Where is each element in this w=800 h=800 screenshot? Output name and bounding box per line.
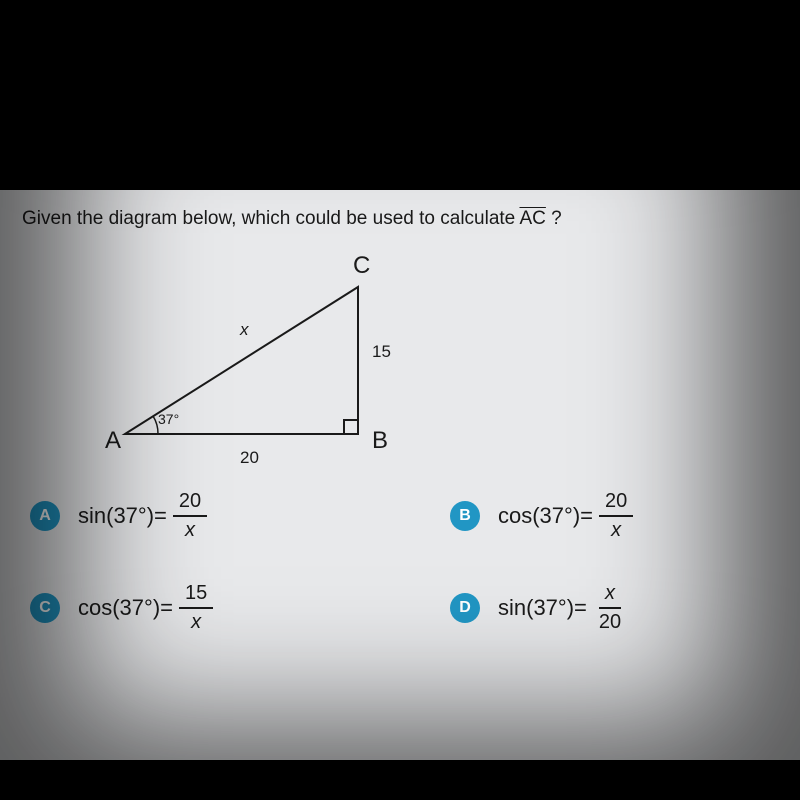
fraction-b: 20 x: [599, 490, 633, 542]
option-d[interactable]: D sin(37°)= x 20: [450, 582, 770, 634]
question-segment: AC: [519, 208, 545, 229]
answer-row-1: A sin(37°)= 20 x B cos(37°)= 20: [30, 490, 770, 542]
numerator-b: 20: [599, 490, 633, 517]
triangle-diagram: A B C x 15 20 37°: [110, 252, 430, 452]
side-opposite-label: 15: [372, 342, 391, 362]
fraction-a: 20 x: [173, 490, 207, 542]
question-suffix: ?: [551, 208, 562, 229]
func-b: cos(37°)=: [498, 503, 593, 529]
option-b[interactable]: B cos(37°)= 20 x: [450, 490, 770, 542]
numerator-a: 20: [173, 490, 207, 517]
vertex-c: C: [353, 252, 370, 280]
answer-row-2: C cos(37°)= 15 x D sin(37°)= x: [30, 582, 770, 634]
fraction-c: 15 x: [179, 582, 213, 634]
right-angle-box: [344, 420, 358, 434]
content-area: Given the diagram below, which could be …: [0, 190, 800, 760]
vertex-a: A: [105, 427, 121, 455]
option-c[interactable]: C cos(37°)= 15 x: [30, 582, 350, 634]
option-a[interactable]: A sin(37°)= 20 x: [30, 490, 350, 542]
denominator-c: x: [185, 609, 207, 634]
question-prefix: Given the diagram below, which could be …: [22, 208, 519, 229]
fraction-d: x 20: [593, 582, 627, 634]
func-d: sin(37°)=: [498, 595, 587, 621]
side-adjacent-label: 20: [240, 448, 259, 468]
side-hypotenuse-label: x: [240, 320, 249, 340]
badge-c: C: [30, 593, 60, 623]
answers-container: A sin(37°)= 20 x B cos(37°)= 20: [30, 490, 770, 674]
badge-a: A: [30, 501, 60, 531]
vertex-b: B: [372, 427, 388, 455]
numerator-c: 15: [179, 582, 213, 609]
formula-d: sin(37°)= x 20: [498, 582, 627, 634]
denominator-d: 20: [593, 609, 627, 634]
formula-b: cos(37°)= 20 x: [498, 490, 633, 542]
outer-frame: Given the diagram below, which could be …: [0, 0, 800, 800]
numerator-d: x: [599, 582, 621, 609]
formula-a: sin(37°)= 20 x: [78, 490, 207, 542]
denominator-b: x: [605, 517, 627, 542]
formula-c: cos(37°)= 15 x: [78, 582, 213, 634]
badge-d: D: [450, 593, 480, 623]
denominator-a: x: [179, 517, 201, 542]
func-c: cos(37°)=: [78, 595, 173, 621]
question-text: Given the diagram below, which could be …: [22, 208, 562, 230]
badge-b: B: [450, 501, 480, 531]
angle-a-label: 37°: [158, 411, 179, 427]
func-a: sin(37°)=: [78, 503, 167, 529]
